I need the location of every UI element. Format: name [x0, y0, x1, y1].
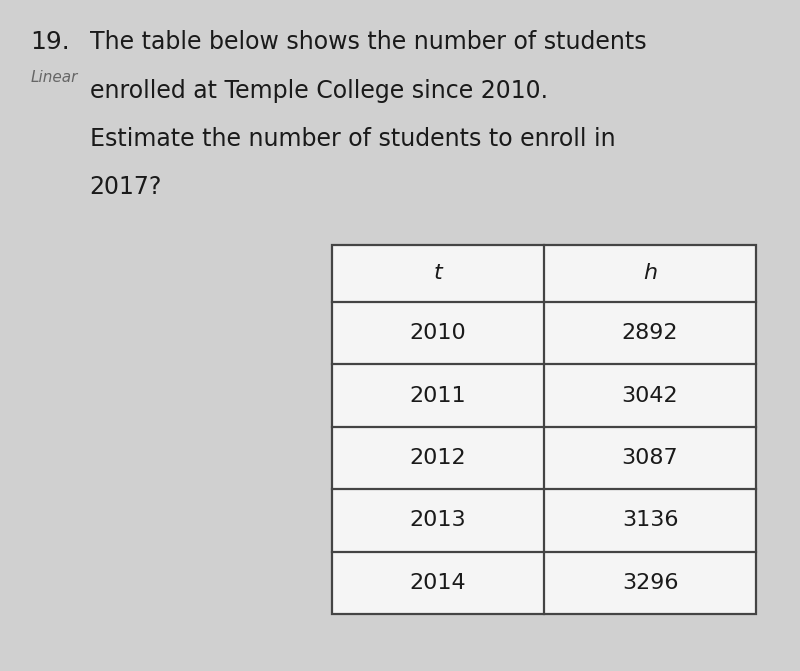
- Text: 2012: 2012: [410, 448, 466, 468]
- Text: 2010: 2010: [410, 323, 466, 343]
- Text: 3042: 3042: [622, 386, 678, 405]
- Text: t: t: [434, 264, 442, 283]
- Text: 19.: 19.: [30, 30, 70, 54]
- Text: 2892: 2892: [622, 323, 678, 343]
- Text: 2017?: 2017?: [90, 175, 162, 199]
- Text: 3136: 3136: [622, 511, 678, 530]
- FancyBboxPatch shape: [332, 245, 756, 614]
- Text: 2011: 2011: [410, 386, 466, 405]
- Text: Linear: Linear: [30, 70, 78, 85]
- Text: h: h: [643, 264, 657, 283]
- Text: 3087: 3087: [622, 448, 678, 468]
- Text: The table below shows the number of students: The table below shows the number of stud…: [90, 30, 646, 54]
- Text: enrolled at Temple College since 2010.: enrolled at Temple College since 2010.: [90, 79, 547, 103]
- Text: Estimate the number of students to enroll in: Estimate the number of students to enrol…: [90, 127, 615, 151]
- Text: 2014: 2014: [410, 573, 466, 592]
- Text: 3296: 3296: [622, 573, 678, 592]
- Text: 2013: 2013: [410, 511, 466, 530]
